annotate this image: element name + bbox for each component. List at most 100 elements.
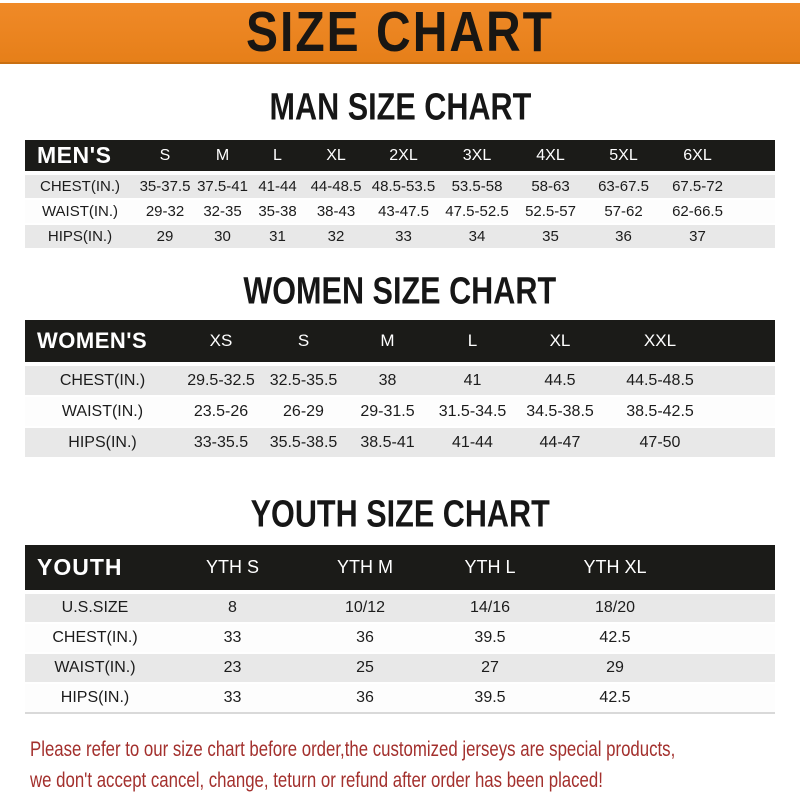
- size-value-cell: 32-35: [195, 199, 250, 225]
- size-value-cell: 47.5-52.5: [440, 199, 514, 225]
- spacer-cell: [735, 199, 775, 225]
- size-value-cell: 30: [195, 224, 250, 250]
- table-row: CHEST(IN.) 29.5-32.5 32.5-35.5 38 41 44.…: [25, 364, 775, 397]
- table-group-label: YOUTH: [25, 545, 165, 594]
- spacer-cell: [680, 683, 775, 714]
- size-column-header: 6XL: [660, 140, 735, 175]
- spacer-cell: [715, 364, 775, 397]
- size-value-cell: 33: [165, 683, 300, 714]
- size-value-cell: 25: [300, 653, 430, 684]
- size-column-header: YTH S: [165, 545, 300, 594]
- size-column-header: XXL: [605, 320, 715, 366]
- size-value-cell: 41-44: [430, 427, 515, 459]
- size-value-cell: 43-47.5: [367, 199, 440, 225]
- size-value-cell: 35-38: [250, 199, 305, 225]
- row-label: CHEST(IN.): [25, 623, 165, 654]
- size-value-cell: 38: [345, 364, 430, 397]
- spacer-cell: [735, 173, 775, 200]
- size-value-cell: 10/12: [300, 592, 430, 624]
- size-value-cell: 39.5: [430, 623, 550, 654]
- size-value-cell: 42.5: [550, 683, 680, 714]
- women-header-row: WOMEN'S XS S M L XL XXL: [25, 320, 775, 366]
- table-row: WAIST(IN.) 23 25 27 29: [25, 653, 775, 684]
- size-column-header: XS: [180, 320, 262, 366]
- size-value-cell: 44.5: [515, 364, 605, 397]
- size-value-cell: 38.5-41: [345, 427, 430, 459]
- footer-note: Please refer to our size chart before or…: [30, 734, 800, 796]
- size-value-cell: 57-62: [587, 199, 660, 225]
- size-column-header: 3XL: [440, 140, 514, 175]
- table-group-label: MEN'S: [25, 140, 135, 175]
- size-value-cell: 27: [430, 653, 550, 684]
- size-value-cell: 36: [300, 623, 430, 654]
- size-value-cell: 33: [165, 623, 300, 654]
- size-value-cell: 31.5-34.5: [430, 396, 515, 428]
- size-value-cell: 29: [135, 224, 195, 250]
- size-value-cell: 14/16: [430, 592, 550, 624]
- table-group-label: WOMEN'S: [25, 320, 180, 366]
- size-value-cell: 29.5-32.5: [180, 364, 262, 397]
- size-column-header: XL: [305, 140, 367, 175]
- size-value-cell: 38.5-42.5: [605, 396, 715, 428]
- spacer-cell: [735, 140, 775, 175]
- size-value-cell: 29-32: [135, 199, 195, 225]
- size-value-cell: 33-35.5: [180, 427, 262, 459]
- spacer-cell: [680, 592, 775, 624]
- row-label: HIPS(IN.): [25, 427, 180, 459]
- women-size-chart-heading: WOMEN SIZE CHART: [243, 269, 557, 313]
- size-chart-banner: SIZE CHART: [0, 1, 800, 64]
- size-value-cell: 41-44: [250, 173, 305, 200]
- size-value-cell: 34: [440, 224, 514, 250]
- row-label: HIPS(IN.): [25, 683, 165, 714]
- size-value-cell: 18/20: [550, 592, 680, 624]
- spacer-cell: [680, 545, 775, 594]
- youth-size-chart-heading: YOUTH SIZE CHART: [250, 492, 550, 536]
- size-value-cell: 36: [587, 224, 660, 250]
- size-value-cell: 26-29: [262, 396, 345, 428]
- size-value-cell: 35: [514, 224, 587, 250]
- size-value-cell: 53.5-58: [440, 173, 514, 200]
- size-value-cell: 23.5-26: [180, 396, 262, 428]
- row-label: CHEST(IN.): [25, 364, 180, 397]
- size-value-cell: 37: [660, 224, 735, 250]
- size-value-cell: 63-67.5: [587, 173, 660, 200]
- size-column-header: L: [250, 140, 305, 175]
- spacer-cell: [735, 224, 775, 250]
- table-row: U.S.SIZE 8 10/12 14/16 18/20: [25, 592, 775, 624]
- size-value-cell: 35-37.5: [135, 173, 195, 200]
- women-size-table: WOMEN'S XS S M L XL XXL CHEST(IN.) 29.5-…: [25, 320, 775, 459]
- size-value-cell: 44.5-48.5: [605, 364, 715, 397]
- banner-title: SIZE CHART: [246, 1, 554, 64]
- men-header-row: MEN'S S M L XL 2XL 3XL 4XL 5XL 6XL: [25, 140, 775, 175]
- size-value-cell: 52.5-57: [514, 199, 587, 225]
- footer-line-2: we don't accept cancel, change, teturn o…: [30, 769, 603, 792]
- size-column-header: 5XL: [587, 140, 660, 175]
- size-value-cell: 47-50: [605, 427, 715, 459]
- size-value-cell: 48.5-53.5: [367, 173, 440, 200]
- row-label: HIPS(IN.): [25, 224, 135, 250]
- size-column-header: S: [135, 140, 195, 175]
- spacer-cell: [680, 653, 775, 684]
- row-label: WAIST(IN.): [25, 396, 180, 428]
- table-row: CHEST(IN.) 33 36 39.5 42.5: [25, 623, 775, 654]
- size-value-cell: 37.5-41: [195, 173, 250, 200]
- row-label: U.S.SIZE: [25, 592, 165, 624]
- youth-header-row: YOUTH YTH S YTH M YTH L YTH XL: [25, 545, 775, 594]
- table-row: HIPS(IN.) 29 30 31 32 33 34 35 36 37: [25, 224, 775, 250]
- table-row: HIPS(IN.) 33 36 39.5 42.5: [25, 683, 775, 714]
- size-value-cell: 67.5-72: [660, 173, 735, 200]
- size-column-header: 2XL: [367, 140, 440, 175]
- table-row: CHEST(IN.) 35-37.5 37.5-41 41-44 44-48.5…: [25, 173, 775, 200]
- size-value-cell: 32.5-35.5: [262, 364, 345, 397]
- size-value-cell: 33: [367, 224, 440, 250]
- men-size-table: MEN'S S M L XL 2XL 3XL 4XL 5XL 6XL CHEST…: [25, 140, 775, 250]
- row-label: WAIST(IN.): [25, 653, 165, 684]
- size-column-header: L: [430, 320, 515, 366]
- spacer-cell: [680, 623, 775, 654]
- table-row: HIPS(IN.) 33-35.5 35.5-38.5 38.5-41 41-4…: [25, 427, 775, 459]
- size-column-header: M: [195, 140, 250, 175]
- size-value-cell: 42.5: [550, 623, 680, 654]
- spacer-cell: [715, 396, 775, 428]
- spacer-cell: [715, 427, 775, 459]
